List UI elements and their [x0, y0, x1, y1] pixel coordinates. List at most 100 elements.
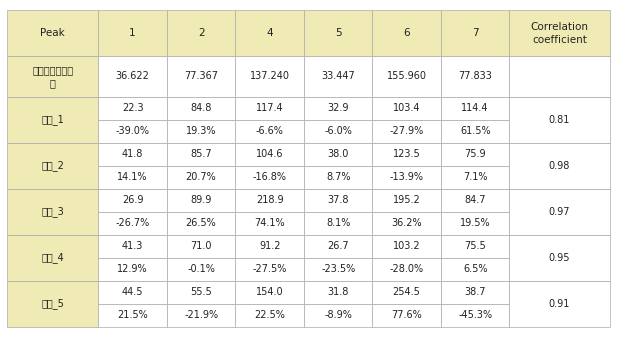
Bar — [98, 235, 167, 258]
Bar — [7, 56, 98, 97]
Bar — [373, 10, 441, 56]
Bar — [373, 212, 441, 235]
Bar — [167, 189, 235, 212]
Text: 7.1%: 7.1% — [463, 172, 487, 182]
Text: 75.9: 75.9 — [465, 149, 486, 159]
Bar — [98, 143, 167, 166]
Text: 38.7: 38.7 — [465, 287, 486, 297]
Text: 103.4: 103.4 — [393, 103, 420, 113]
Text: 117.4: 117.4 — [256, 103, 283, 113]
Bar — [441, 120, 510, 143]
Bar — [167, 212, 235, 235]
Bar — [235, 235, 304, 258]
Bar — [304, 120, 373, 143]
Bar — [235, 143, 304, 166]
Text: 22.5%: 22.5% — [254, 310, 285, 320]
Bar — [441, 97, 510, 120]
Bar — [7, 281, 98, 327]
Bar — [441, 281, 510, 304]
Text: 61.5%: 61.5% — [460, 126, 491, 136]
Text: 19.5%: 19.5% — [460, 218, 491, 228]
Bar — [7, 235, 98, 281]
Text: 91.2: 91.2 — [259, 241, 280, 251]
Text: -16.8%: -16.8% — [252, 172, 287, 182]
Bar — [373, 97, 441, 120]
Text: 85.7: 85.7 — [190, 149, 212, 159]
Bar — [167, 281, 235, 304]
Bar — [167, 304, 235, 327]
Bar — [441, 56, 510, 97]
Bar — [235, 166, 304, 189]
Bar — [373, 120, 441, 143]
Bar — [304, 97, 373, 120]
Text: 195.2: 195.2 — [393, 195, 421, 205]
Text: 36.622: 36.622 — [115, 71, 149, 82]
Bar — [441, 143, 510, 166]
Text: 표준성분프로파
일: 표준성분프로파 일 — [32, 65, 73, 88]
Bar — [373, 258, 441, 281]
Text: 8.1%: 8.1% — [326, 218, 350, 228]
Text: 218.9: 218.9 — [256, 195, 283, 205]
Text: 26.9: 26.9 — [122, 195, 143, 205]
Bar — [373, 56, 441, 97]
Bar — [510, 56, 610, 97]
Text: 길경_2: 길경_2 — [41, 160, 64, 171]
Text: 14.1%: 14.1% — [117, 172, 148, 182]
Bar — [510, 189, 610, 235]
Text: 0.81: 0.81 — [549, 115, 570, 125]
Bar — [304, 189, 373, 212]
Text: -0.1%: -0.1% — [187, 264, 215, 274]
Text: 0.95: 0.95 — [549, 253, 570, 263]
Bar — [235, 10, 304, 56]
Bar — [235, 120, 304, 143]
Bar — [98, 258, 167, 281]
Bar — [441, 304, 510, 327]
Bar — [98, 97, 167, 120]
Bar — [510, 235, 610, 281]
Bar — [304, 304, 373, 327]
Text: 77.833: 77.833 — [458, 71, 492, 82]
Bar — [441, 10, 510, 56]
Bar — [7, 143, 98, 189]
Bar — [98, 304, 167, 327]
Text: 8.7%: 8.7% — [326, 172, 350, 182]
Bar — [7, 97, 98, 143]
Text: -23.5%: -23.5% — [321, 264, 355, 274]
Text: -8.9%: -8.9% — [324, 310, 352, 320]
Text: 0.97: 0.97 — [549, 207, 570, 217]
Text: -28.0%: -28.0% — [389, 264, 424, 274]
Text: -6.6%: -6.6% — [255, 126, 284, 136]
Text: 21.5%: 21.5% — [117, 310, 148, 320]
Text: 55.5: 55.5 — [190, 287, 212, 297]
Text: 1: 1 — [130, 28, 136, 38]
Bar — [304, 10, 373, 56]
Bar — [373, 281, 441, 304]
Bar — [167, 166, 235, 189]
Bar — [167, 143, 235, 166]
Text: -26.7%: -26.7% — [115, 218, 150, 228]
Text: 22.3: 22.3 — [122, 103, 143, 113]
Bar — [98, 10, 167, 56]
Bar — [441, 258, 510, 281]
Text: 74.1%: 74.1% — [254, 218, 285, 228]
Text: 0.91: 0.91 — [549, 299, 570, 309]
Bar — [304, 281, 373, 304]
Bar — [510, 281, 610, 327]
Text: 31.8: 31.8 — [328, 287, 349, 297]
Text: 길경_4: 길경_4 — [41, 252, 64, 263]
Bar — [98, 166, 167, 189]
Bar — [304, 166, 373, 189]
Text: -13.9%: -13.9% — [390, 172, 424, 182]
Bar — [373, 166, 441, 189]
Text: 26.5%: 26.5% — [186, 218, 217, 228]
Text: 26.7: 26.7 — [328, 241, 349, 251]
Text: 84.7: 84.7 — [465, 195, 486, 205]
Text: 41.3: 41.3 — [122, 241, 143, 251]
Bar — [235, 258, 304, 281]
Text: -27.5%: -27.5% — [252, 264, 287, 274]
Bar — [373, 189, 441, 212]
Text: 20.7%: 20.7% — [186, 172, 217, 182]
Bar — [235, 56, 304, 97]
Text: 84.8: 84.8 — [191, 103, 212, 113]
Bar — [510, 143, 610, 189]
